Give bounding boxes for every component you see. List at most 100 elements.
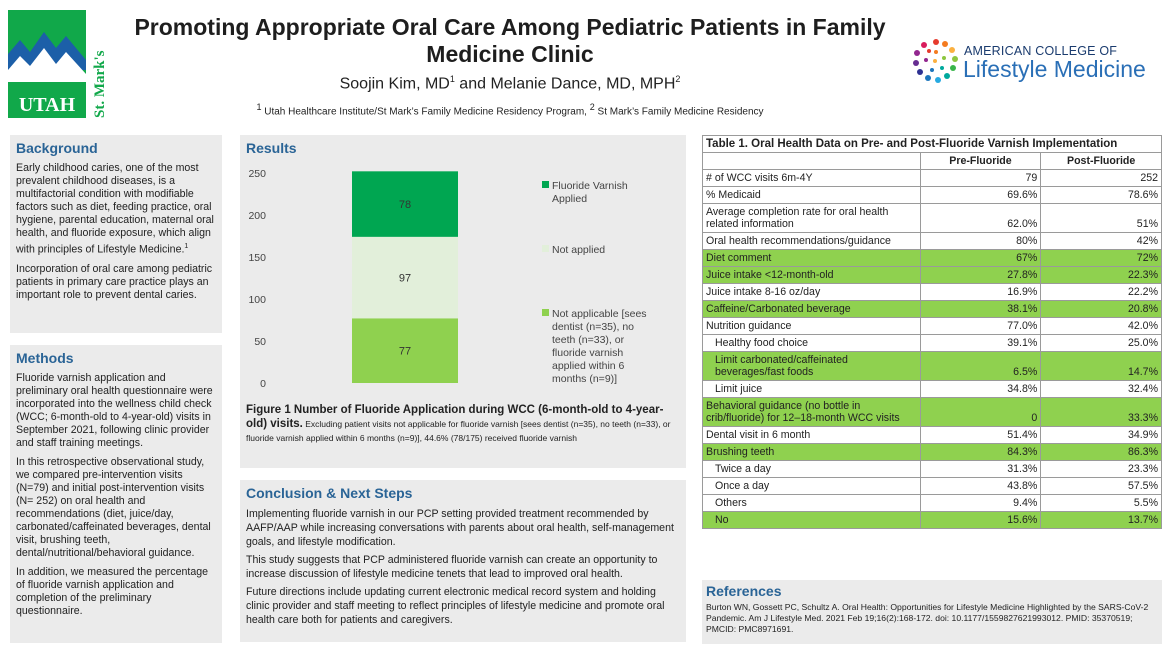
table-row: Caffeine/Carbonated beverage 38.1% 20.8% <box>702 300 1162 318</box>
table-cell-label: Caffeine/Carbonated beverage <box>702 300 921 318</box>
table-cell-post: 22.3% <box>1040 266 1162 284</box>
references-section: References Burton WN, Gossett PC, Schult… <box>702 580 1162 644</box>
table-cell-label: Others <box>702 494 921 512</box>
table-cell-label: Brushing teeth <box>702 443 921 461</box>
table-cell-post: 25.0% <box>1040 334 1162 352</box>
legend-swatch <box>542 245 549 252</box>
oral-health-table: Table 1. Oral Health Data on Pre- and Po… <box>702 135 1162 529</box>
table-row: No 15.6% 13.7% <box>702 511 1162 529</box>
table-cell-pre: 69.6% <box>919 186 1042 204</box>
results-section: Results 0 50 100 150 200 250 77 97 78 Fluoride Va… <box>240 135 686 468</box>
table-row: Limit carbonated/caffeinated beverages/f… <box>702 351 1162 381</box>
table-cell-label: Healthy food choice <box>702 334 921 352</box>
authors: Soojin Kim, MD1 and Melanie Dance, MD, M… <box>339 74 681 93</box>
table-row: Healthy food choice 39.1% 25.0% <box>702 334 1162 352</box>
table-row: Nutrition guidance 77.0% 42.0% <box>702 317 1162 335</box>
table-cell-pre: 34.8% <box>919 380 1042 398</box>
references-heading: References <box>706 583 782 599</box>
table-cell-post: 51% <box>1040 203 1162 233</box>
table-cell-pre: 67% <box>919 249 1042 267</box>
table-cell-label: Limit juice <box>702 380 921 398</box>
y-tick-label: 0 <box>260 378 266 390</box>
table-cell-post: 86.3% <box>1040 443 1162 461</box>
table-cell-label: Behavioral guidance (no bottle in crib/f… <box>702 397 921 427</box>
bar-value-label: 97 <box>399 273 411 285</box>
fluoride-bar-chart: 0 50 100 150 200 250 77 97 78 Fluoride Varnish App… <box>248 168 647 390</box>
table-cell-label: Nutrition guidance <box>702 317 921 335</box>
table-row: Juice intake <12-month-old 27.8% 22.3% <box>702 266 1162 284</box>
bar-segment <box>352 171 458 237</box>
table-cell-pre: 51.4% <box>919 426 1042 444</box>
table-cell-label: Oral health recommendations/guidance <box>702 232 921 250</box>
table-cell-label: Once a day <box>702 477 921 495</box>
table-row: Average completion rate for oral health … <box>702 203 1162 233</box>
acl-lifestyle-medicine-logo: AMERICAN COLLEGE OF Lifestyle Medicine <box>912 38 1162 84</box>
conclusion-heading: Conclusion & Next Steps <box>246 485 413 501</box>
results-heading: Results <box>246 140 297 156</box>
table-cell-label: % Medicaid <box>702 186 921 204</box>
table-cell-post: 78.6% <box>1040 186 1162 204</box>
table-cell-post: 33.3% <box>1040 397 1162 427</box>
table-cell-post: 72% <box>1040 249 1162 267</box>
legend-label: Fluoride Varnish Applied <box>552 180 628 205</box>
y-tick-label: 150 <box>248 252 266 264</box>
methods-section: Methods Fluoride varnish application and… <box>10 345 222 643</box>
acl-dots-icon <box>913 39 958 83</box>
background-section: Background Early childhood caries, one o… <box>10 135 222 333</box>
legend-swatch <box>542 181 549 188</box>
table-cell-label: Dental visit in 6 month <box>702 426 921 444</box>
conclusion-paragraph-2: This study suggests that PCP administere… <box>246 554 658 580</box>
table-row: Limit juice 34.8% 32.4% <box>702 380 1162 398</box>
table-title: Table 1. Oral Health Data on Pre- and Po… <box>702 135 1162 153</box>
table-row: Others 9.4% 5.5% <box>702 494 1162 512</box>
y-tick-label: 100 <box>248 294 266 306</box>
table-row: Juice intake 8-16 oz/day 16.9% 22.2% <box>702 283 1162 301</box>
table-cell-label: Limit carbonated/caffeinated beverages/f… <box>702 351 921 381</box>
table-cell-post: 252 <box>1040 169 1162 187</box>
table-row: Diet comment 67% 72% <box>702 249 1162 267</box>
legend-label: Not applicable [sees dentist (n=35), no te… <box>552 308 647 385</box>
table-row: Once a day 43.8% 57.5% <box>702 477 1162 495</box>
table-cell-post: 22.2% <box>1040 283 1162 301</box>
table-cell-pre: 77.0% <box>919 317 1042 335</box>
table-cell-pre: 0 <box>919 397 1042 427</box>
table-row: Twice a day 31.3% 23.3% <box>702 460 1162 478</box>
table-cell-pre: 27.8% <box>919 266 1042 284</box>
background-paragraph-1: Early childhood caries, one of the most … <box>16 162 214 256</box>
y-tick-label: 200 <box>248 210 266 222</box>
table-cell-post: 20.8% <box>1040 300 1162 318</box>
y-tick-label: 250 <box>248 168 266 180</box>
table-cell-label: Diet comment <box>702 249 921 267</box>
bar-value-label: 77 <box>399 346 411 358</box>
bar-value-label: 78 <box>399 199 411 211</box>
table-row: Behavioral guidance (no bottle in crib/f… <box>702 397 1162 427</box>
table-cell-post: 42.0% <box>1040 317 1162 335</box>
table-cell-post: 42% <box>1040 232 1162 250</box>
methods-paragraph-3: In addition, we measured the percentage … <box>16 566 208 617</box>
table-cell-post: 34.9% <box>1040 426 1162 444</box>
conclusion-paragraph-1: Implementing fluoride varnish in our PCP… <box>246 508 674 548</box>
logo-utah-text: UTAH <box>19 94 76 116</box>
methods-heading: Methods <box>16 350 74 366</box>
legend-swatch <box>542 309 549 316</box>
table-row: % Medicaid 69.6% 78.6% <box>702 186 1162 204</box>
reference-1: Burton WN, Gossett PC, Schultz A. Oral H… <box>706 602 1149 634</box>
table-cell-pre: 38.1% <box>919 300 1042 318</box>
table-cell-pre: 79 <box>919 169 1042 187</box>
table-header-blank <box>702 152 921 170</box>
table-row: # of WCC visits 6m-4Y 79 252 <box>702 169 1162 187</box>
table-row: Brushing teeth 84.3% 86.3% <box>702 443 1162 461</box>
figure-title: Figure 1 Number of Fluoride Application … <box>246 404 664 430</box>
table-cell-label: # of WCC visits 6m-4Y <box>702 169 921 187</box>
table-cell-label: Juice intake <12-month-old <box>702 266 921 284</box>
table-cell-label: Juice intake 8-16 oz/day <box>702 283 921 301</box>
methods-paragraph-1: Fluoride varnish application and prelimi… <box>16 372 213 449</box>
background-heading: Background <box>16 140 98 156</box>
legend-label: Not applied <box>552 244 605 256</box>
table-cell-pre: 31.3% <box>919 460 1042 478</box>
utah-st-marks-logo: UTAH St. Mark's <box>8 10 110 118</box>
poster-title: Promoting Appropriate Oral Care Among Pe… <box>134 14 886 67</box>
table-cell-post: 32.4% <box>1040 380 1162 398</box>
table-body: # of WCC visits 6m-4Y 79 252% Medicaid 69.6… <box>702 169 1162 529</box>
bar-segment <box>352 318 458 383</box>
